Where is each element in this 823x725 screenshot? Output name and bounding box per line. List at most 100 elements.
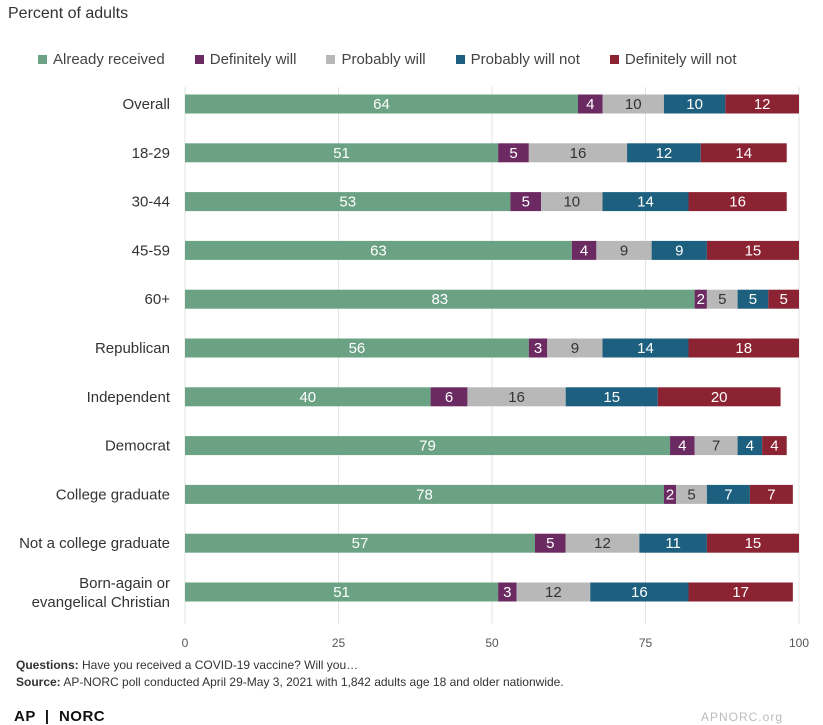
- data-label: 9: [571, 340, 579, 357]
- data-label: 5: [718, 291, 726, 308]
- data-label: 12: [656, 145, 673, 162]
- category-label: College graduate: [56, 486, 170, 503]
- data-label: 4: [580, 242, 588, 259]
- category-label: Born-again or: [79, 575, 170, 592]
- category-label: Not a college graduate: [19, 535, 170, 552]
- bar-segment: [185, 94, 578, 114]
- bar-segment: [185, 240, 572, 260]
- bar-segment: [185, 387, 431, 407]
- bar-segment: [577, 94, 603, 114]
- data-label: 51: [333, 145, 350, 162]
- x-tick-label: 25: [332, 636, 346, 650]
- bar-segment: [602, 94, 664, 114]
- bar-segment: [185, 289, 695, 309]
- data-label: 15: [603, 389, 620, 406]
- data-label: 9: [675, 242, 683, 259]
- bar-segment: [185, 533, 535, 553]
- x-tick-label: 50: [485, 636, 499, 650]
- category-label: 18-29: [132, 145, 170, 162]
- x-tick-label: 75: [639, 636, 653, 650]
- bar-segment: [571, 240, 597, 260]
- apnorc-site-logo: APNORC.org: [700, 710, 783, 724]
- questions-text: Have you received a COVID-19 vaccine? Wi…: [82, 658, 359, 672]
- category-label: evangelical Christian: [32, 594, 170, 611]
- bar-segment: [602, 192, 689, 212]
- data-label: 40: [299, 389, 316, 406]
- bar-segment: [185, 582, 499, 602]
- bar-segment: [768, 289, 799, 309]
- data-label: 5: [546, 535, 554, 552]
- source-text: AP-NORC poll conducted April 29-May 3, 2…: [63, 675, 564, 689]
- bar-segment: [565, 387, 658, 407]
- legend-item: Probably will not: [455, 51, 580, 68]
- data-label: 14: [637, 340, 654, 357]
- data-label: 17: [732, 584, 749, 601]
- source-note: Source: AP-NORC poll conducted April 29-…: [16, 674, 564, 691]
- bar-segment: [185, 338, 529, 358]
- legend-label: Definitely will not: [624, 51, 737, 68]
- category-label: Overall: [122, 96, 170, 113]
- category-label: Republican: [95, 340, 170, 357]
- chart-subtitle: Percent of adults: [8, 5, 129, 22]
- bar-segment: [528, 338, 548, 358]
- bar-segment: [694, 289, 707, 309]
- bar-segment: [516, 582, 591, 602]
- legend-item: Definitely will not: [609, 51, 737, 68]
- data-label: 14: [637, 194, 654, 211]
- data-label: 63: [370, 242, 387, 259]
- data-label: 5: [749, 291, 757, 308]
- data-label: 5: [509, 145, 517, 162]
- bar-segment: [185, 192, 511, 212]
- data-label: 18: [735, 340, 752, 357]
- bar-segment: [663, 94, 726, 114]
- source-label: Source:: [16, 675, 61, 689]
- bar-segment: [706, 240, 799, 260]
- bar-segment: [694, 436, 738, 456]
- legend-swatch: [609, 55, 619, 64]
- chart-legend: Already received Definitely will Probably …: [38, 51, 737, 68]
- data-label: 83: [431, 291, 448, 308]
- bar-segment: [688, 192, 787, 212]
- data-label: 78: [416, 486, 433, 503]
- data-label: 7: [712, 438, 720, 455]
- legend-swatch: [326, 55, 336, 64]
- category-label: 45-59: [132, 242, 170, 259]
- data-label: 56: [349, 340, 366, 357]
- bar-segment: [185, 143, 499, 163]
- data-label: 64: [373, 96, 390, 113]
- legend-label: Probably will: [341, 51, 426, 68]
- bar-segment: [185, 436, 671, 456]
- bar-segment: [541, 192, 603, 212]
- bar-segment: [510, 192, 542, 212]
- bar-segment: [737, 436, 763, 456]
- category-label: 30-44: [132, 194, 170, 211]
- bar-segment: [676, 484, 707, 504]
- data-label: 6: [445, 389, 453, 406]
- bar-segment: [534, 533, 566, 553]
- bar-segment: [749, 484, 793, 504]
- data-label: 5: [779, 291, 787, 308]
- bar-segment: [596, 240, 652, 260]
- data-label: 16: [570, 145, 587, 162]
- data-label: 10: [563, 194, 580, 211]
- category-label: 60+: [145, 291, 171, 308]
- data-label: 15: [745, 535, 762, 552]
- bar-segment: [498, 143, 529, 163]
- bar-segment: [590, 582, 689, 602]
- data-label: 4: [746, 438, 754, 455]
- legend-item: Already received: [38, 51, 165, 68]
- category-label: Democrat: [105, 438, 171, 455]
- questions-label: Questions:: [16, 658, 79, 672]
- bar-segment: [657, 387, 781, 407]
- data-label: 9: [620, 242, 628, 259]
- bar-segment: [688, 338, 799, 358]
- data-label: 11: [665, 535, 681, 552]
- bar-segment: [700, 143, 787, 163]
- data-label: 2: [666, 486, 674, 503]
- legend-item: Probably will: [326, 51, 426, 68]
- norc-logo: NORC: [58, 708, 106, 725]
- bar-segment: [688, 582, 793, 602]
- x-tick-label: 100: [789, 636, 809, 650]
- data-label: 5: [522, 194, 530, 211]
